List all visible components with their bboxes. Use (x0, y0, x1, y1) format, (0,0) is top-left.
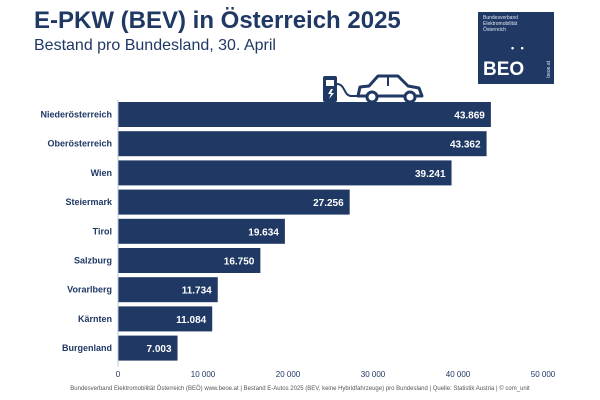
chart-title: E-PKW (BEV) in Österreich 2025 (34, 7, 401, 34)
x-tick-label: 20 000 (276, 370, 301, 379)
category-label: Burgenland (62, 343, 112, 353)
bar-vorarlberg (118, 277, 218, 303)
category-label: Wien (91, 168, 112, 178)
logo-org-name: Bundesverband Elektromobilität Österreic… (483, 15, 519, 33)
x-tick-label: 0 (116, 370, 121, 379)
bar-niederösterreich (118, 102, 491, 127)
chart-subtitle: Bestand pro Bundesland, 30. April (34, 37, 276, 54)
value-label: 43.362 (450, 140, 481, 151)
bar-tirol (118, 218, 285, 244)
x-tick-label: 10 000 (191, 370, 216, 379)
value-label: 39.241 (415, 169, 446, 180)
car-icon (356, 74, 424, 104)
x-tick-label: 50 000 (531, 370, 556, 379)
value-label: 7.003 (146, 344, 171, 355)
x-tick-label: 40 000 (446, 370, 471, 379)
ev-charger-icon (323, 76, 357, 102)
value-label: 19.634 (248, 227, 279, 238)
category-label: Steiermark (65, 197, 113, 207)
category-label: Oberösterreich (47, 139, 112, 149)
category-label: Vorarlberg (67, 285, 112, 295)
value-label: 11.734 (182, 286, 212, 297)
bar-burgenland (118, 335, 178, 361)
bar-kärnten (118, 306, 213, 332)
x-tick-label: 30 000 (361, 370, 386, 379)
logo-dots: • • (511, 43, 526, 53)
category-label: Salzburg (74, 256, 112, 266)
beo-logo: Bundesverband Elektromobilität Österreic… (478, 12, 554, 84)
category-label: Niederösterreich (40, 110, 112, 120)
category-label: Tirol (93, 226, 112, 236)
bar-salzburg (118, 248, 261, 273)
value-label: 43.869 (454, 111, 485, 122)
logo-abbr: BEO (483, 59, 525, 80)
category-label: Kärnten (78, 314, 112, 324)
footer-source: Bundesverband Elektromobilität Österreic… (70, 386, 530, 392)
bar-steiermark (118, 189, 350, 215)
bar-oberösterreich (118, 131, 487, 157)
value-label: 27.256 (313, 198, 344, 209)
bar-wien (118, 160, 452, 186)
value-label: 16.750 (224, 257, 255, 268)
value-label: 11.084 (176, 315, 206, 326)
